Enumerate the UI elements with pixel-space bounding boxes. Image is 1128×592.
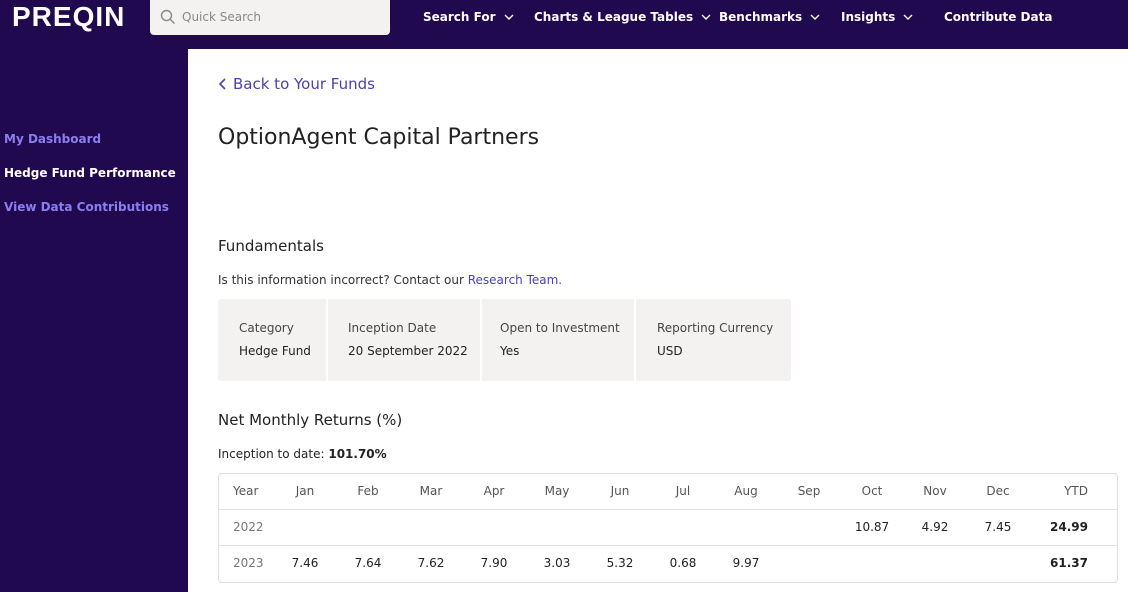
itd-value: 101.70%: [328, 447, 387, 461]
month-return-cell: [721, 510, 771, 546]
column-header: Year: [233, 484, 259, 498]
field-inception-date: Inception Date 20 September 2022: [328, 299, 634, 381]
column-header: Jun: [610, 484, 630, 498]
field-value: USD: [657, 344, 683, 358]
sidebar-item-view-data-contributions[interactable]: View Data Contributions: [4, 200, 169, 214]
column-header: Feb: [357, 484, 379, 498]
fundamentals-panel: Category Hedge Fund Inception Date 20 Se…: [218, 299, 791, 381]
column-header: Jan: [295, 484, 315, 498]
month-return-cell: 10.87: [854, 520, 890, 534]
year-cell: 2022: [233, 520, 264, 534]
sidebar-item-hedge-fund-performance[interactable]: Hedge Fund Performance: [4, 166, 176, 180]
field-label: Reporting Currency: [657, 321, 774, 335]
fundamentals-heading: Fundamentals: [218, 237, 324, 255]
chevron-down-icon: [810, 14, 820, 20]
divider: [480, 299, 482, 381]
month-return-cell: [280, 510, 330, 546]
month-return-cell: 7.64: [354, 556, 382, 570]
column-header: Oct: [861, 484, 883, 498]
field-value: 20 September 2022: [348, 344, 468, 358]
month-return-cell: 0.68: [669, 556, 697, 570]
back-to-funds-link[interactable]: Back to Your Funds: [218, 75, 375, 93]
column-header: Nov: [923, 484, 947, 498]
nav-charts-league-tables[interactable]: Charts & League Tables: [534, 8, 711, 26]
table-row: 2023 7.46 7.64 7.62 7.90 3.03 5.32 0.68 9.97 61.3…: [219, 545, 1117, 581]
month-return-cell: 7.90: [480, 556, 508, 570]
ytd-cell: 24.99: [1050, 520, 1088, 534]
year-cell: 2023: [233, 556, 264, 570]
nav-contribute-data[interactable]: Contribute Data: [944, 8, 1052, 26]
search-icon: [160, 9, 175, 24]
column-header: Dec: [986, 484, 1010, 498]
field-category: Category Hedge Fund: [218, 299, 326, 381]
column-header: Mar: [419, 484, 443, 498]
field-value-open-to-investment: Yes: [500, 344, 520, 358]
month-return-cell: [784, 510, 834, 546]
column-header: Jul: [675, 484, 691, 498]
month-return-cell: [532, 510, 582, 546]
field-label-open-to-investment: Open to Investment: [500, 321, 620, 335]
month-return-cell: [658, 510, 708, 546]
returns-table: Year Jan Feb Mar Apr May Jun Jul Aug Sep Oct Nov Dec…: [218, 473, 1118, 583]
sidebar-item-my-dashboard[interactable]: My Dashboard: [4, 132, 102, 146]
divider: [634, 299, 636, 381]
nav-label: Charts & League Tables: [534, 10, 694, 24]
table-header-row: Year Jan Feb Mar Apr May Jun Jul Aug Sep Oct Nov Dec…: [219, 474, 1117, 510]
inception-to-date: Inception to date: 101.70%: [218, 447, 387, 461]
month-return-cell: [343, 510, 393, 546]
month-return-cell: 9.97: [732, 556, 760, 570]
month-return-cell: [469, 510, 519, 546]
column-header: Apr: [483, 484, 505, 498]
nav-search-for[interactable]: Search For: [423, 8, 514, 26]
column-header: YTD: [1064, 484, 1088, 498]
nav-label: Contribute Data: [944, 10, 1053, 24]
nav-label: Benchmarks: [719, 10, 803, 24]
research-team-link[interactable]: Research Team.: [467, 273, 563, 287]
month-return-cell: [847, 546, 897, 582]
month-return-cell: 3.03: [543, 556, 571, 570]
month-return-cell: [910, 546, 960, 582]
divider: [326, 299, 328, 381]
month-return-cell: 7.62: [417, 556, 445, 570]
chevron-left-icon: [218, 78, 226, 90]
nav-benchmarks[interactable]: Benchmarks: [719, 8, 820, 26]
nav-label: Search For: [423, 10, 496, 24]
back-label: Back to Your Funds: [233, 75, 375, 93]
month-return-cell: [406, 510, 456, 546]
nav-insights[interactable]: Insights: [841, 8, 913, 26]
chevron-down-icon: [504, 14, 514, 20]
nav-label: Insights: [841, 10, 896, 24]
quick-search[interactable]: [150, 0, 390, 35]
top-navbar: PREQIN Search For Charts & League Tables…: [0, 0, 1128, 49]
sidebar: My Dashboard Hedge Fund Performance View…: [0, 49, 188, 592]
page-title: OptionAgent Capital Partners: [218, 125, 540, 150]
itd-label: Inception to date:: [218, 447, 325, 461]
search-input[interactable]: [182, 7, 382, 27]
main-content: Back to Your Funds OptionAgent Capital P…: [188, 49, 1128, 592]
field-label: Category: [239, 321, 294, 335]
field-reporting-currency: Reporting Currency USD: [636, 299, 791, 381]
month-return-cell: 5.32: [606, 556, 634, 570]
chevron-down-icon: [701, 14, 711, 20]
column-header: Aug: [734, 484, 758, 498]
column-header: May: [544, 484, 570, 498]
incorrect-info-note: Is this information incorrect? Contact o…: [218, 273, 562, 287]
table-row: 2022 10.87 4.92 7.45 24.99: [219, 509, 1117, 545]
ytd-cell: 61.37: [1050, 556, 1088, 570]
month-return-cell: [784, 546, 834, 582]
note-text: Is this information incorrect? Contact o…: [218, 273, 468, 287]
month-return-cell: 7.45: [984, 520, 1012, 534]
net-monthly-returns-heading: Net Monthly Returns (%): [218, 411, 403, 429]
month-return-cell: [973, 546, 1023, 582]
month-return-cell: 7.46: [291, 556, 319, 570]
field-label: Inception Date: [348, 321, 437, 335]
chevron-down-icon: [903, 14, 913, 20]
month-return-cell: [595, 510, 645, 546]
field-value: Hedge Fund: [239, 344, 311, 358]
month-return-cell: 4.92: [921, 520, 949, 534]
column-header: Sep: [797, 484, 821, 498]
preqin-logo[interactable]: PREQIN: [12, 1, 126, 32]
